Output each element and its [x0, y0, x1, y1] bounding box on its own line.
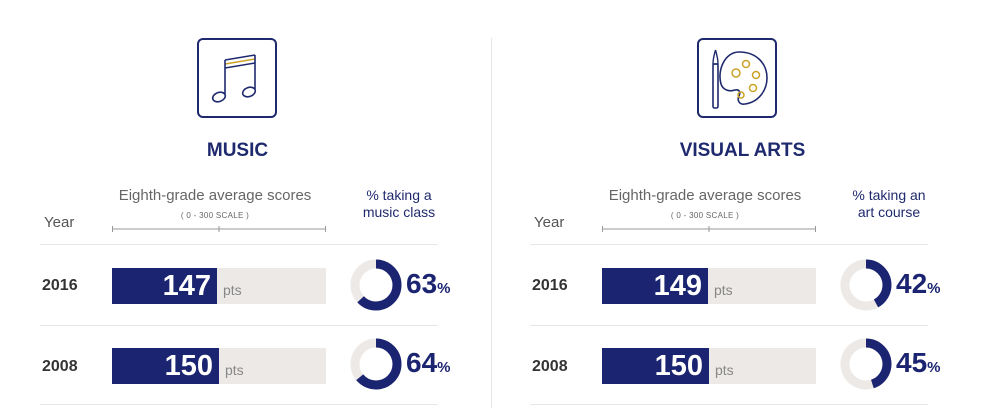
row-divider: [40, 325, 438, 326]
percent-donut: [350, 259, 402, 311]
score-bar: 150: [602, 348, 709, 384]
score-column-header: Eighth-grade average scores: [608, 187, 802, 204]
percent-number: 42: [896, 268, 928, 299]
scale-axis: [602, 226, 816, 232]
score-bar: 149: [602, 268, 708, 304]
score-bar-track: 147 pts: [112, 268, 326, 304]
score-bar-track: 149 pts: [602, 268, 816, 304]
score-value: 150: [164, 350, 213, 382]
music-note-icon: [197, 38, 277, 118]
percent-number: 45: [896, 347, 928, 378]
paint-palette-icon: [697, 38, 777, 118]
score-value: 149: [653, 270, 702, 302]
scale-note: ( 0 - 300 SCALE ): [180, 211, 250, 220]
subject-title: MUSIC: [206, 140, 269, 161]
percent-number: 63: [406, 268, 438, 299]
percent-header-line-2: art course: [857, 204, 921, 220]
percent-value: 42%: [896, 268, 941, 299]
score-unit: pts: [225, 362, 244, 378]
year-column-header: Year: [534, 214, 565, 231]
row-divider: [40, 244, 438, 245]
row-year: 2016: [42, 277, 78, 294]
score-unit: pts: [223, 282, 242, 298]
score-column-header: Eighth-grade average scores: [118, 187, 312, 204]
subject-title: VISUAL ARTS: [679, 140, 806, 161]
percent-column-header: % taking a music class: [340, 187, 458, 221]
score-unit: pts: [714, 282, 733, 298]
percent-value: 64%: [406, 347, 451, 378]
percent-header-line-2: music class: [362, 204, 436, 220]
percent-donut: [840, 338, 892, 390]
year-column-header: Year: [44, 214, 75, 231]
panel-divider: [491, 38, 492, 408]
percent-donut: [840, 259, 892, 311]
score-bar: 150: [112, 348, 219, 384]
score-unit: pts: [715, 362, 734, 378]
score-bar: 147: [112, 268, 217, 304]
row-divider: [530, 325, 928, 326]
visual-arts-panel: VISUAL ARTS Year Eighth-grade average sc…: [530, 0, 990, 408]
score-value: 150: [654, 350, 703, 382]
percent-column-header: % taking an art course: [830, 187, 948, 221]
scale-axis: [112, 226, 326, 232]
row-year: 2008: [532, 358, 568, 375]
percent-value: 63%: [406, 268, 451, 299]
percent-donut: [350, 338, 402, 390]
percent-header-line-1: % taking an: [852, 187, 926, 203]
percent-number: 64: [406, 347, 438, 378]
scale-note: ( 0 - 300 SCALE ): [670, 211, 740, 220]
score-bar-track: 150 pts: [602, 348, 816, 384]
percent-value: 45%: [896, 347, 941, 378]
row-divider: [530, 404, 928, 405]
score-bar-track: 150 pts: [112, 348, 326, 384]
row-year: 2008: [42, 358, 78, 375]
percent-header-line-1: % taking a: [366, 187, 432, 203]
row-divider: [40, 404, 438, 405]
row-year: 2016: [532, 277, 568, 294]
row-divider: [530, 244, 928, 245]
score-value: 147: [162, 270, 211, 302]
music-panel: MUSIC Year Eighth-grade average scores (…: [40, 0, 500, 408]
